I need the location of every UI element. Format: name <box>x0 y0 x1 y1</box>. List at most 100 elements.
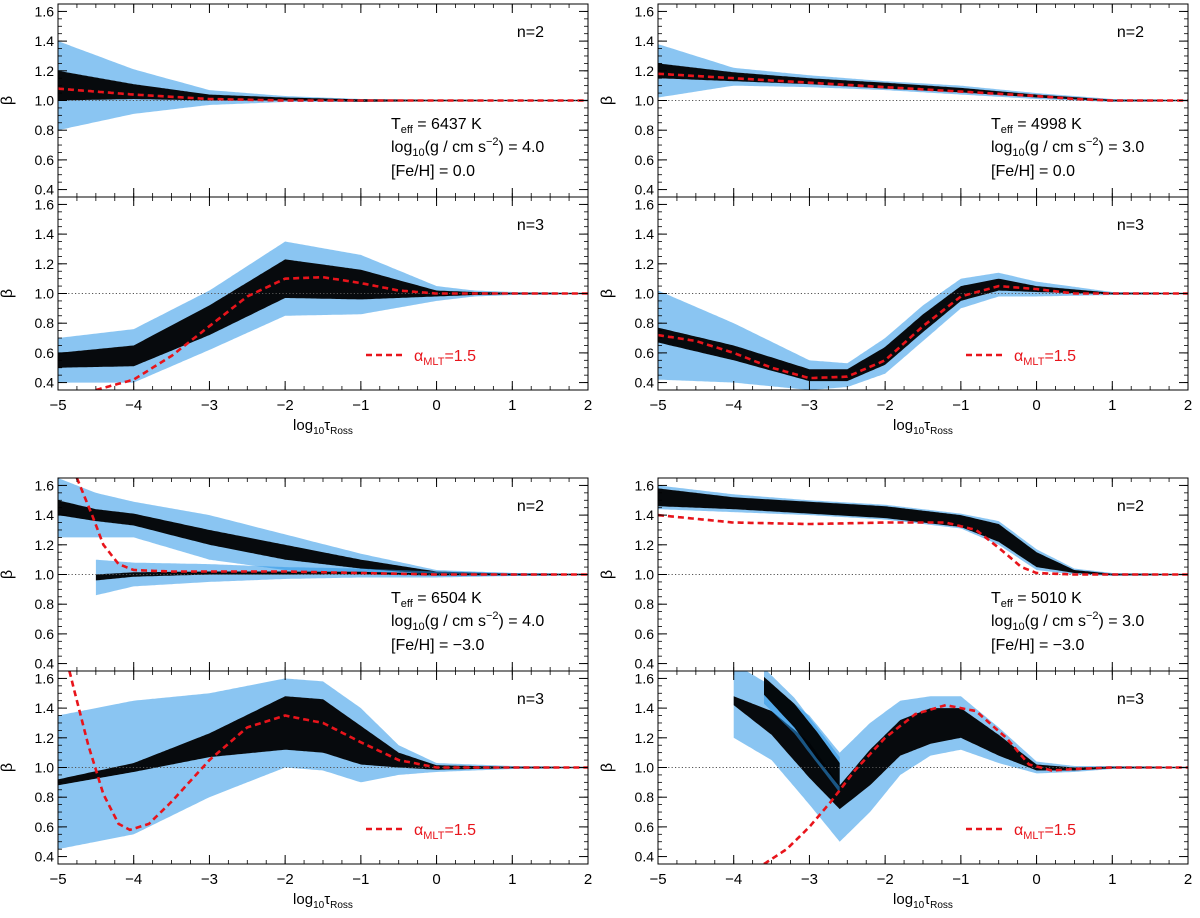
y-tick-label: 1.6 <box>635 670 655 686</box>
y-tick-label: 1.4 <box>635 700 655 716</box>
y-tick-label: 1.6 <box>35 670 55 686</box>
y-tick-label: 0.4 <box>635 849 655 865</box>
teff-annotation: Teff = 6437 K <box>391 116 482 136</box>
y-tick-label: 1.2 <box>35 537 55 553</box>
panel-label: n=3 <box>1117 217 1144 234</box>
plot-area <box>658 272 1188 390</box>
y-tick-label: 0.8 <box>635 122 655 138</box>
panel-label: n=2 <box>1117 24 1144 41</box>
density-core-1 <box>58 500 588 576</box>
y-tick-label: 0.4 <box>635 375 655 391</box>
y-tick-label: 0.8 <box>35 122 55 138</box>
y-tick-label: 0.4 <box>35 182 55 198</box>
y-tick-label: 1.2 <box>635 537 655 553</box>
legend-sub: MLT <box>1023 830 1044 842</box>
y-axis-label: β <box>0 763 16 772</box>
panel-n3-4: 0.4 0.6 0.8 1.0 1.2 1.4 1.6 β n=3 αMLT=1.5 <box>599 670 1189 865</box>
panel-label: n=3 <box>1117 691 1144 708</box>
legend-alpha: α <box>414 822 423 839</box>
y-tick-label: 1.2 <box>635 256 655 272</box>
panel-n3-3: 0.4 0.6 0.8 1.0 1.2 1.4 1.6 β n=3 αMLT=1.5 <box>0 670 589 865</box>
feh-annotation: [Fe/H] = −3.0 <box>991 637 1084 654</box>
density-core-1 <box>58 259 588 368</box>
density-core-1 <box>658 278 1188 382</box>
y-tick-label: 1.0 <box>35 286 55 302</box>
plot-area <box>58 671 588 850</box>
x-tick-label: −5 <box>649 871 666 888</box>
y-tick-label: 1.0 <box>635 760 655 776</box>
x-tick-label: −4 <box>725 871 742 888</box>
legend-alpha: α <box>414 348 423 365</box>
x-tick-label: −3 <box>201 397 218 414</box>
x-tick-label: −1 <box>952 871 969 888</box>
chart-block-2: 0.4 0.6 0.8 1.0 1.2 1.4 1.6 β n=2 0.4 0.6 0.8 1.0 1.2… <box>599 3 1192 437</box>
x-tick-label: −2 <box>277 871 294 888</box>
legend-label: αMLT=1.5 <box>414 348 476 368</box>
y-tick-label: 1.6 <box>35 196 55 212</box>
x-tick-label: 1 <box>1108 871 1116 888</box>
panel-n3-1: 0.4 0.6 0.8 1.0 1.2 1.4 1.6 β n=3 αMLT=1.5 <box>0 196 589 391</box>
y-tick-label: 1.6 <box>35 3 55 19</box>
y-tick-label: 0.6 <box>635 626 655 642</box>
density-core-2 <box>764 676 840 787</box>
y-tick-label: 0.4 <box>35 656 55 672</box>
density-spread-1 <box>58 478 588 576</box>
y-axis-label: β <box>599 289 616 298</box>
x-tick-label: −4 <box>725 397 742 414</box>
legend-value: =1.5 <box>444 822 476 839</box>
dashed-model-line <box>58 87 588 102</box>
density-spread-1 <box>58 241 588 383</box>
y-tick-label: 1.2 <box>35 256 55 272</box>
feh-annotation: [Fe/H] = −3.0 <box>391 637 484 654</box>
y-tick-label: 1.6 <box>35 477 55 493</box>
y-tick-label: 0.4 <box>35 849 55 865</box>
x-tick-label: −4 <box>125 397 142 414</box>
y-tick-label: 1.0 <box>635 93 655 109</box>
panel-n2-3: 0.4 0.6 0.8 1.0 1.2 1.4 1.6 β n=2 <box>0 477 589 672</box>
y-tick-label: 1.6 <box>635 196 655 212</box>
x-tick-label: 1 <box>508 397 516 414</box>
x-tick-label: 2 <box>584 397 592 414</box>
legend-value: =1.5 <box>1044 348 1076 365</box>
dashed-model-line <box>75 478 588 576</box>
panel-n2-4: 0.4 0.6 0.8 1.0 1.2 1.4 1.6 β n=2 <box>599 477 1189 672</box>
y-tick-label: 0.4 <box>35 375 55 391</box>
x-tick-label: 0 <box>1032 871 1040 888</box>
y-tick-label: 0.4 <box>635 182 655 198</box>
x-tick-label: −4 <box>125 871 142 888</box>
y-tick-label: 0.8 <box>635 596 655 612</box>
x-tick-label: 0 <box>432 871 440 888</box>
logg-annotation: log10(g / cm s−2) = 3.0 <box>991 136 1144 159</box>
panel-label: n=2 <box>517 498 544 515</box>
y-tick-label: 1.0 <box>35 93 55 109</box>
x-tick-label: 2 <box>1184 397 1192 414</box>
y-tick-label: 0.8 <box>35 315 55 331</box>
y-tick-label: 1.2 <box>35 730 55 746</box>
x-axis-label: log10τRoss <box>893 417 953 437</box>
y-tick-label: 1.4 <box>635 507 655 523</box>
x-axis-label: log10τRoss <box>293 891 353 911</box>
plot-area <box>658 485 1188 576</box>
y-tick-label: 0.4 <box>635 656 655 672</box>
dashed-model-line <box>658 513 1188 576</box>
plot-area <box>658 671 1188 864</box>
y-tick-label: 1.2 <box>35 63 55 79</box>
legend-value: =1.5 <box>444 348 476 365</box>
x-tick-label: −3 <box>801 397 818 414</box>
x-tick-label: −3 <box>801 871 818 888</box>
y-tick-label: 0.6 <box>635 152 655 168</box>
y-tick-label: 1.4 <box>35 700 55 716</box>
x-tick-label: 0 <box>432 397 440 414</box>
y-tick-label: 1.0 <box>35 760 55 776</box>
dashed-model-line <box>68 671 588 832</box>
teff-annotation: Teff = 5010 K <box>991 590 1082 610</box>
panel-n2-2: 0.4 0.6 0.8 1.0 1.2 1.4 1.6 β n=2 <box>599 3 1189 198</box>
chart-block-1: 0.4 0.6 0.8 1.0 1.2 1.4 1.6 β n=2 0.4 0.6 0.8 1.0 1.2… <box>0 3 592 437</box>
x-tick-label: −1 <box>952 397 969 414</box>
y-tick-label: 1.6 <box>635 477 655 493</box>
y-tick-label: 0.8 <box>35 789 55 805</box>
y-tick-label: 0.8 <box>635 315 655 331</box>
y-tick-label: 1.0 <box>635 286 655 302</box>
x-tick-label: −5 <box>49 871 66 888</box>
